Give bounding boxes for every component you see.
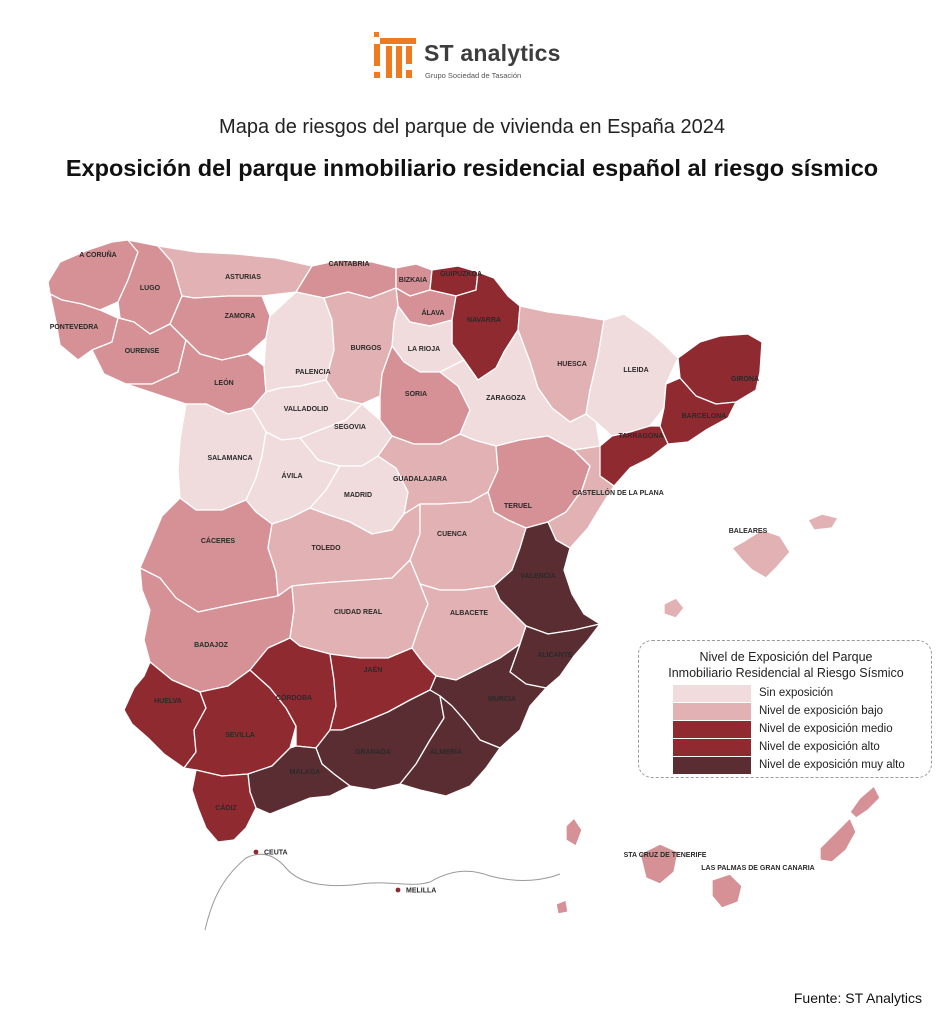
- brand-name: ST analytics: [424, 40, 561, 66]
- province-label-cantabria: CANTABRIA: [328, 261, 369, 268]
- province-label-lleida: LLEIDA: [623, 367, 648, 374]
- province-sta-cruz-de-tenerife: [555, 817, 679, 915]
- province-label-girona: GIRONA: [731, 376, 759, 383]
- legend-item-bajo: Nivel de exposición bajo: [673, 703, 923, 720]
- province-melilla-marker: [395, 887, 401, 893]
- legend-item-muy-alto: Nivel de exposición muy alto: [673, 757, 923, 774]
- province-label-zaragoza: ZARAGOZA: [486, 395, 526, 402]
- province-label-palencia: PALENCIA: [295, 369, 330, 376]
- province-label-segovia: SEGOVIA: [334, 424, 366, 431]
- province-label-tarragona: TARRAGONA: [619, 433, 664, 440]
- province-label-navarra: NAVARRA: [467, 317, 501, 324]
- province-label-alava: ÁLAVA: [421, 308, 444, 317]
- province-label-asturias: ASTURIAS: [225, 274, 261, 281]
- province-label-huesca: HUESCA: [557, 361, 587, 368]
- legend-swatch: [673, 703, 751, 720]
- province-label-burgos: BURGOS: [351, 345, 382, 352]
- province-label-castellon-de-la-plana: CASTELLÓN DE LA PLANA: [572, 488, 664, 497]
- legend-swatch: [673, 739, 751, 756]
- province-label-almeria: ALMERÍA: [430, 747, 462, 756]
- province-label-soria: SORIA: [405, 391, 427, 398]
- legend-label: Nivel de exposición bajo: [759, 705, 884, 717]
- province-label-bizkaia: BIZKAIA: [399, 277, 427, 284]
- province-label-albacete: ALBACETE: [450, 610, 488, 617]
- province-malaga: [247, 745, 351, 815]
- legend-item-alto: Nivel de exposición alto: [673, 739, 923, 756]
- legend-title: Nivel de Exposición del Parque Inmobilia…: [639, 649, 933, 681]
- province-label-zamora: ZAMORA: [225, 313, 256, 320]
- province-label-cuenca: CUENCA: [437, 531, 467, 538]
- province-cadiz: [191, 769, 257, 843]
- province-label-salamanca: SALAMANCA: [207, 455, 252, 462]
- legend-item-medio: Nivel de exposición medio: [673, 721, 923, 738]
- province-label-baleares: BALEARES: [729, 528, 768, 535]
- province-label-melilla: MELILLA: [406, 888, 436, 895]
- legend-label: Nivel de exposición alto: [759, 741, 880, 753]
- province-label-granada: GRANADA: [355, 749, 391, 756]
- province-las-palmas-de-gran-canaria: [711, 785, 881, 909]
- province-label-pontevedra: PONTEVEDRA: [50, 324, 99, 331]
- province-label-valencia: VALENCIA: [520, 573, 555, 580]
- province-label-valladolid: VALLADOLID: [284, 406, 329, 413]
- province-label-malaga: MÁLAGA: [290, 767, 321, 776]
- province-label-las-palmas-de-gran-canaria: LAS PALMAS DE GRAN CANARIA: [701, 865, 814, 872]
- map-title: Exposición del parque inmobiliario resid…: [65, 155, 879, 181]
- province-label-sevilla: SEVILLA: [225, 732, 255, 739]
- legend-swatch: [673, 757, 751, 774]
- legend-swatch: [673, 685, 751, 702]
- legend-item-sin: Sin exposición: [673, 685, 923, 702]
- province-label-teruel: TERUEL: [504, 503, 533, 510]
- province-label-huelva: HUELVA: [154, 698, 182, 705]
- province-label-lugo: LUGO: [140, 285, 161, 292]
- province-label-leon: LEÓN: [214, 378, 233, 387]
- legend-title-line1: Nivel de Exposición del Parque: [699, 650, 873, 664]
- province-palencia: [263, 291, 335, 393]
- province-label-la-rioja: LA RIOJA: [408, 346, 440, 353]
- province-label-badajoz: BADAJOZ: [194, 642, 229, 649]
- province-label-murcia: MURCIA: [488, 696, 516, 703]
- province-label-a-coruna: A CORUÑA: [79, 250, 116, 259]
- province-label-toledo: TOLEDO: [311, 545, 341, 552]
- map-subtitle: Mapa de riesgos del parque de vivienda e…: [219, 116, 725, 138]
- province-label-madrid: MADRID: [344, 492, 372, 499]
- province-label-guadalajara: GUADALAJARA: [393, 476, 447, 483]
- province-label-alicante: ALICANTE: [537, 652, 573, 659]
- legend-label: Nivel de exposición medio: [759, 723, 893, 735]
- st-analytics-logo: ST analytics Grupo Sociedad de Tasación: [372, 32, 582, 88]
- province-label-caceres: CÁCERES: [201, 536, 236, 545]
- st-logo-icon: [374, 32, 416, 78]
- legend-label: Nivel de exposición muy alto: [759, 759, 905, 771]
- province-asturias: [157, 245, 313, 299]
- province-ceuta-marker: [253, 849, 259, 855]
- province-label-cadiz: CÁDIZ: [215, 803, 237, 812]
- province-label-avila: ÁVILA: [282, 471, 303, 480]
- province-label-sta-cruz-de-tenerife: STA CRUZ DE TENERIFE: [624, 852, 707, 859]
- legend-swatch: [673, 721, 751, 738]
- province-zamora: [169, 295, 271, 361]
- province-label-jaen: JAÉN: [364, 665, 383, 674]
- legend-label: Sin exposición: [759, 687, 834, 699]
- province-almeria: [399, 695, 501, 797]
- legend-title-line2: Inmobiliario Residencial al Riesgo Sísmi…: [668, 666, 904, 680]
- province-label-barcelona: BARCELONA: [682, 413, 727, 420]
- source-note: Fuente: ST Analytics: [793, 990, 922, 1006]
- province-label-ciudad-real: CIUDAD REAL: [334, 609, 383, 616]
- province-barcelona: [659, 377, 737, 445]
- legend: Nivel de Exposición del Parque Inmobilia…: [638, 640, 932, 778]
- province-label-guipuzkoa: GUIPUZKOA: [440, 271, 482, 278]
- province-label-ceuta: CEUTA: [264, 850, 288, 857]
- province-label-ourense: OURENSE: [125, 348, 160, 355]
- province-baleares: [663, 513, 839, 619]
- north-africa-coast: [204, 853, 561, 931]
- province-label-cordoba: CÓRDOBA: [276, 693, 312, 702]
- brand-subtitle: Grupo Sociedad de Tasación: [425, 71, 522, 80]
